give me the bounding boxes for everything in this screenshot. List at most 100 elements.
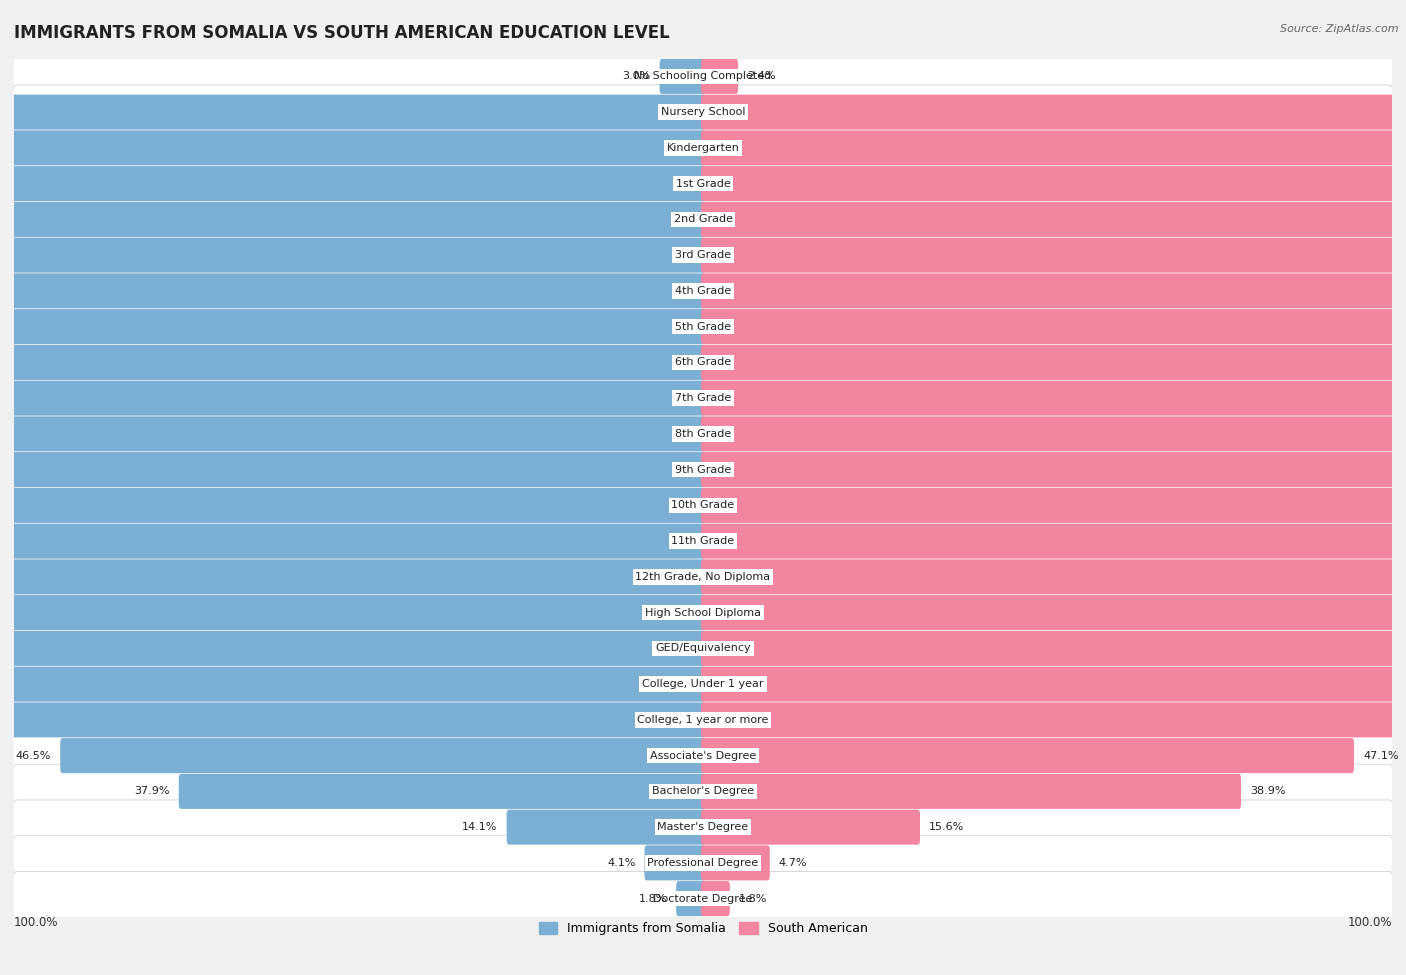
Text: 14.1%: 14.1% xyxy=(463,822,498,832)
FancyBboxPatch shape xyxy=(13,192,1393,247)
FancyBboxPatch shape xyxy=(13,872,1393,926)
FancyBboxPatch shape xyxy=(13,370,1393,425)
Text: 6th Grade: 6th Grade xyxy=(675,358,731,368)
FancyBboxPatch shape xyxy=(0,166,704,201)
FancyBboxPatch shape xyxy=(13,49,1393,103)
FancyBboxPatch shape xyxy=(702,702,1406,737)
Text: College, Under 1 year: College, Under 1 year xyxy=(643,680,763,689)
FancyBboxPatch shape xyxy=(13,621,1393,676)
FancyBboxPatch shape xyxy=(702,667,1406,702)
Text: Bachelor's Degree: Bachelor's Degree xyxy=(652,787,754,797)
FancyBboxPatch shape xyxy=(0,238,704,273)
Text: 8th Grade: 8th Grade xyxy=(675,429,731,439)
FancyBboxPatch shape xyxy=(0,488,704,523)
Text: Associate's Degree: Associate's Degree xyxy=(650,751,756,760)
FancyBboxPatch shape xyxy=(0,667,704,702)
FancyBboxPatch shape xyxy=(0,202,704,237)
Text: No Schooling Completed: No Schooling Completed xyxy=(634,71,772,81)
FancyBboxPatch shape xyxy=(13,800,1393,854)
Text: 2nd Grade: 2nd Grade xyxy=(673,214,733,224)
FancyBboxPatch shape xyxy=(13,836,1393,890)
FancyBboxPatch shape xyxy=(702,452,1406,488)
FancyBboxPatch shape xyxy=(60,738,704,773)
Text: 3rd Grade: 3rd Grade xyxy=(675,251,731,260)
Text: High School Diploma: High School Diploma xyxy=(645,607,761,617)
FancyBboxPatch shape xyxy=(13,85,1393,139)
FancyBboxPatch shape xyxy=(179,774,704,809)
FancyBboxPatch shape xyxy=(702,631,1406,666)
Text: Nursery School: Nursery School xyxy=(661,107,745,117)
Text: 100.0%: 100.0% xyxy=(14,916,59,929)
FancyBboxPatch shape xyxy=(0,95,704,130)
FancyBboxPatch shape xyxy=(13,514,1393,568)
FancyBboxPatch shape xyxy=(13,299,1393,354)
FancyBboxPatch shape xyxy=(13,692,1393,747)
FancyBboxPatch shape xyxy=(702,560,1406,595)
FancyBboxPatch shape xyxy=(0,380,704,415)
FancyBboxPatch shape xyxy=(702,416,1406,451)
FancyBboxPatch shape xyxy=(702,345,1406,380)
FancyBboxPatch shape xyxy=(0,131,704,166)
FancyBboxPatch shape xyxy=(13,335,1393,390)
Text: 12th Grade, No Diploma: 12th Grade, No Diploma xyxy=(636,572,770,582)
FancyBboxPatch shape xyxy=(0,524,704,559)
Text: IMMIGRANTS FROM SOMALIA VS SOUTH AMERICAN EDUCATION LEVEL: IMMIGRANTS FROM SOMALIA VS SOUTH AMERICA… xyxy=(14,24,669,42)
Text: Master's Degree: Master's Degree xyxy=(658,822,748,832)
FancyBboxPatch shape xyxy=(702,166,1406,201)
FancyBboxPatch shape xyxy=(702,738,1354,773)
FancyBboxPatch shape xyxy=(0,631,704,666)
FancyBboxPatch shape xyxy=(702,131,1406,166)
Text: Source: ZipAtlas.com: Source: ZipAtlas.com xyxy=(1281,24,1399,34)
Text: 4th Grade: 4th Grade xyxy=(675,286,731,295)
FancyBboxPatch shape xyxy=(702,58,738,94)
FancyBboxPatch shape xyxy=(0,595,704,630)
FancyBboxPatch shape xyxy=(644,845,704,880)
Text: College, 1 year or more: College, 1 year or more xyxy=(637,715,769,724)
Text: 38.9%: 38.9% xyxy=(1250,787,1285,797)
FancyBboxPatch shape xyxy=(13,478,1393,532)
Legend: Immigrants from Somalia, South American: Immigrants from Somalia, South American xyxy=(534,917,872,940)
Text: 9th Grade: 9th Grade xyxy=(675,465,731,475)
FancyBboxPatch shape xyxy=(702,488,1406,523)
FancyBboxPatch shape xyxy=(0,273,704,308)
FancyBboxPatch shape xyxy=(702,95,1406,130)
FancyBboxPatch shape xyxy=(676,881,704,916)
Text: Doctorate Degree: Doctorate Degree xyxy=(654,894,752,904)
Text: 2.4%: 2.4% xyxy=(747,71,776,81)
Text: 3.0%: 3.0% xyxy=(623,71,651,81)
Text: 47.1%: 47.1% xyxy=(1362,751,1399,760)
FancyBboxPatch shape xyxy=(13,121,1393,176)
Text: 15.6%: 15.6% xyxy=(929,822,965,832)
Text: 4.7%: 4.7% xyxy=(779,858,807,868)
FancyBboxPatch shape xyxy=(702,380,1406,415)
Text: 10th Grade: 10th Grade xyxy=(672,500,734,510)
Text: Professional Degree: Professional Degree xyxy=(647,858,759,868)
Text: 1.8%: 1.8% xyxy=(638,894,668,904)
FancyBboxPatch shape xyxy=(0,452,704,488)
Text: 1.8%: 1.8% xyxy=(738,894,768,904)
Text: 100.0%: 100.0% xyxy=(1347,916,1392,929)
FancyBboxPatch shape xyxy=(13,550,1393,604)
FancyBboxPatch shape xyxy=(13,585,1393,640)
Text: 11th Grade: 11th Grade xyxy=(672,536,734,546)
FancyBboxPatch shape xyxy=(13,228,1393,283)
Text: 46.5%: 46.5% xyxy=(15,751,51,760)
FancyBboxPatch shape xyxy=(702,595,1406,630)
FancyBboxPatch shape xyxy=(13,156,1393,211)
FancyBboxPatch shape xyxy=(0,560,704,595)
Text: 7th Grade: 7th Grade xyxy=(675,393,731,403)
FancyBboxPatch shape xyxy=(13,728,1393,783)
FancyBboxPatch shape xyxy=(13,657,1393,712)
FancyBboxPatch shape xyxy=(702,273,1406,308)
FancyBboxPatch shape xyxy=(13,764,1393,819)
Text: 4.1%: 4.1% xyxy=(607,858,636,868)
FancyBboxPatch shape xyxy=(13,443,1393,497)
FancyBboxPatch shape xyxy=(0,416,704,451)
FancyBboxPatch shape xyxy=(702,809,920,844)
FancyBboxPatch shape xyxy=(0,345,704,380)
FancyBboxPatch shape xyxy=(506,809,704,844)
Text: 5th Grade: 5th Grade xyxy=(675,322,731,332)
FancyBboxPatch shape xyxy=(702,524,1406,559)
FancyBboxPatch shape xyxy=(702,845,770,880)
FancyBboxPatch shape xyxy=(0,309,704,344)
